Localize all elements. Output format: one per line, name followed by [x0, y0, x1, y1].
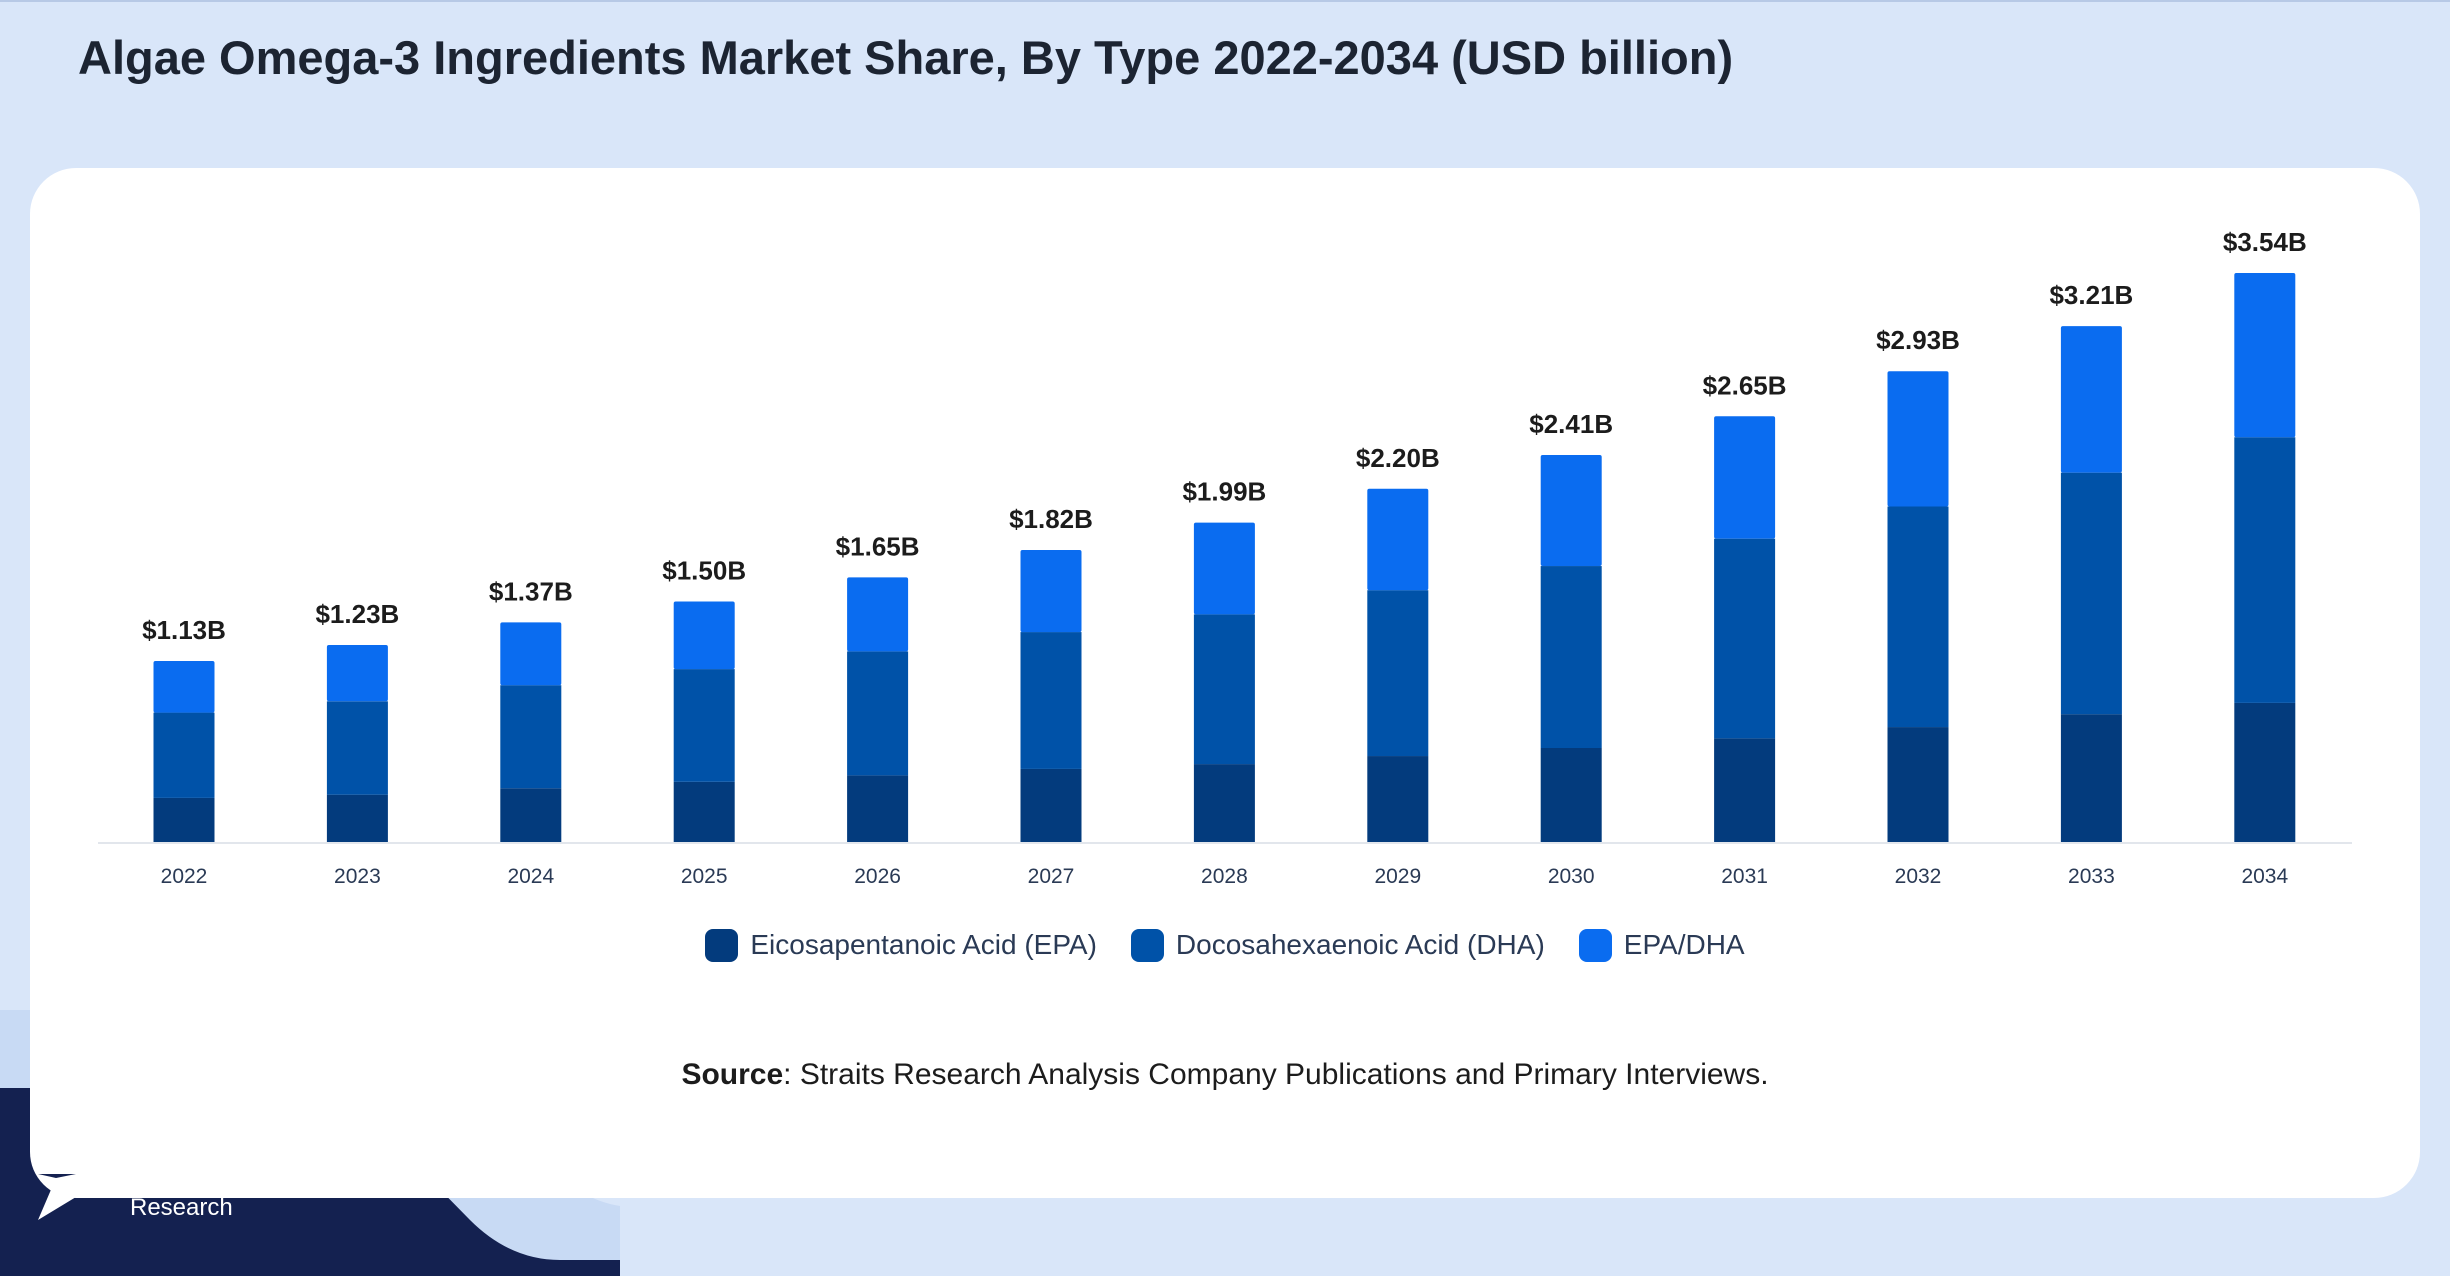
total-label-2032: $2.93B: [1876, 325, 1960, 355]
legend-label-epa: Eicosapentanoic Acid (EPA): [750, 929, 1097, 960]
x-tick-label-2030: 2030: [1548, 865, 1595, 888]
total-label-2030: $2.41B: [1529, 409, 1613, 439]
x-tick-label-2031: 2031: [1721, 865, 1768, 888]
brand-subtitle: Research: [130, 1194, 233, 1221]
bar-epa-dha-2031[interactable]: [1714, 416, 1776, 539]
total-label-2028: $1.99B: [1182, 477, 1266, 507]
x-tick-label-2026: 2026: [854, 865, 901, 888]
bar-epa-dha-2034[interactable]: [2234, 273, 2296, 438]
bar-epa-2026[interactable]: [847, 775, 909, 843]
bar-epa-2025[interactable]: [673, 781, 735, 843]
total-label-2027: $1.82B: [1009, 504, 1093, 534]
bar-epa-2033[interactable]: [2060, 714, 2122, 843]
x-tick-label-2027: 2027: [1028, 865, 1075, 888]
total-label-2033: $3.21B: [2049, 280, 2133, 310]
bar-dha-2030[interactable]: [1540, 566, 1602, 748]
x-tick-label-2032: 2032: [1895, 865, 1942, 888]
bar-dha-2024[interactable]: [500, 685, 562, 789]
bar-epa-dha-2025[interactable]: [673, 601, 735, 670]
x-tick-label-2034: 2034: [2241, 865, 2288, 888]
total-label-2023: $1.23B: [315, 599, 399, 629]
total-label-2025: $1.50B: [662, 555, 746, 585]
legend-item-epa-dha[interactable]: EPA/DHA: [1578, 928, 1745, 962]
bar-epa-dha-2026[interactable]: [847, 577, 909, 652]
chart-legend: Eicosapentanoic Acid (EPA) Docosahexaeno…: [0, 920, 2450, 970]
bar-epa-dha-2032[interactable]: [1887, 371, 1949, 507]
page-title: Algae Omega-3 Ingredients Market Share, …: [78, 31, 1734, 84]
bar-dha-2029[interactable]: [1367, 590, 1429, 757]
source-note: Source: Straits Research Analysis Compan…: [0, 1058, 2450, 1092]
brand-arrow-icon: [38, 1136, 114, 1220]
legend-item-dha[interactable]: Docosahexaenoic Acid (DHA): [1130, 928, 1545, 962]
bar-epa-dha-2033[interactable]: [2060, 326, 2122, 473]
bar-epa-2034[interactable]: [2234, 702, 2296, 843]
bar-epa-dha-2028[interactable]: [1193, 522, 1255, 615]
bar-dha-2028[interactable]: [1193, 614, 1255, 765]
bar-epa-2029[interactable]: [1367, 756, 1429, 843]
x-tick-label-2022: 2022: [161, 865, 208, 888]
bar-epa-dha-2030[interactable]: [1540, 454, 1602, 567]
bar-epa-2032[interactable]: [1887, 727, 1949, 843]
total-label-2031: $2.65B: [1703, 370, 1787, 400]
total-label-2029: $2.20B: [1356, 443, 1440, 473]
x-tick-label-2033: 2033: [2068, 865, 2115, 888]
legend-label-epa-dha: EPA/DHA: [1623, 929, 1745, 960]
legend-swatch-dha: [1130, 928, 1164, 962]
bar-epa-2022[interactable]: [153, 797, 215, 843]
x-tick-label-2024: 2024: [507, 865, 554, 888]
bar-epa-2028[interactable]: [1193, 764, 1255, 843]
brand-name: Straits: [128, 1129, 321, 1198]
total-label-2034: $3.54B: [2223, 227, 2307, 257]
bar-epa-2031[interactable]: [1714, 738, 1776, 843]
bar-dha-2027[interactable]: [1020, 632, 1082, 769]
bar-dha-2026[interactable]: [847, 651, 909, 776]
bar-epa-2023[interactable]: [326, 794, 388, 843]
bar-dha-2022[interactable]: [153, 712, 215, 798]
bar-epa-dha-2024[interactable]: [500, 622, 562, 686]
source-label: Source: [681, 1058, 784, 1091]
legend-label-dha: Docosahexaenoic Acid (DHA): [1175, 929, 1545, 960]
bar-dha-2033[interactable]: [2060, 472, 2122, 715]
bar-dha-2023[interactable]: [326, 701, 388, 795]
total-label-2022: $1.13B: [142, 615, 226, 645]
bar-epa-2027[interactable]: [1020, 768, 1082, 843]
bar-epa-dha-2027[interactable]: [1020, 549, 1082, 633]
x-tick-label-2023: 2023: [334, 865, 381, 888]
x-tick-label-2028: 2028: [1201, 865, 1248, 888]
bar-dha-2034[interactable]: [2234, 437, 2296, 703]
bar-epa-dha-2029[interactable]: [1367, 488, 1429, 591]
source-text: : Straits Research Analysis Company Publ…: [783, 1058, 1769, 1091]
bar-epa-2024[interactable]: [500, 788, 562, 843]
brand-logo: Straits Research: [36, 1128, 356, 1224]
bar-epa-dha-2022[interactable]: [153, 661, 215, 713]
x-tick-label-2029: 2029: [1374, 865, 1421, 888]
bar-dha-2025[interactable]: [673, 669, 735, 782]
total-label-2024: $1.37B: [489, 576, 573, 606]
top-border-line: [0, 0, 2450, 2]
legend-swatch-epa-dha: [1578, 928, 1612, 962]
bar-dha-2032[interactable]: [1887, 506, 1949, 728]
total-label-2026: $1.65B: [836, 531, 920, 561]
bar-epa-dha-2023[interactable]: [326, 644, 388, 702]
legend-swatch-epa: [705, 928, 739, 962]
x-tick-label-2025: 2025: [681, 865, 728, 888]
legend-item-epa[interactable]: Eicosapentanoic Acid (EPA): [705, 928, 1097, 962]
bar-epa-2030[interactable]: [1540, 748, 1602, 843]
bar-dha-2031[interactable]: [1714, 538, 1776, 739]
